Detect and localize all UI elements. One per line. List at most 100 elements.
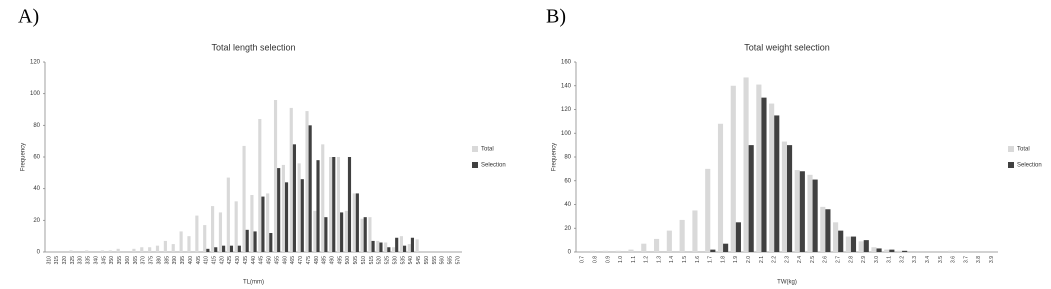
bar — [229, 245, 234, 252]
bar — [858, 241, 864, 252]
bar — [833, 222, 839, 252]
bar — [748, 145, 754, 252]
x-tick-label: 480 — [314, 256, 320, 265]
bar — [355, 193, 359, 252]
bar — [787, 145, 793, 252]
bar — [812, 179, 818, 252]
bar — [602, 250, 608, 252]
y-axis-label: Frequency — [552, 143, 558, 171]
x-tick-label: 375 — [149, 256, 155, 265]
chart-title: Total length selection — [211, 42, 295, 52]
x-tick-label: 3.3 — [912, 256, 918, 263]
y-axis-label: Frequency — [21, 143, 27, 171]
bar — [371, 240, 375, 252]
x-tick-label: 3.2 — [899, 256, 905, 263]
x-tick-label: 0.8 — [593, 256, 599, 263]
bar — [615, 250, 621, 252]
x-tick-label: 1.7 — [708, 256, 714, 263]
y-tick-label: 100 — [561, 131, 572, 137]
x-tick-label: 390 — [172, 256, 178, 265]
x-tick-label: 485 — [322, 256, 328, 265]
x-tick-label: 545 — [416, 256, 422, 265]
bar — [679, 219, 685, 252]
bar — [407, 244, 411, 252]
x-tick-label: 0.9 — [605, 256, 611, 263]
bar — [292, 144, 296, 252]
x-tick-label: 530 — [392, 256, 398, 265]
x-tick-label: 360 — [125, 256, 131, 265]
bar — [379, 242, 383, 252]
bar — [308, 125, 312, 252]
x-tick-label: 455 — [274, 256, 280, 265]
bar — [329, 157, 333, 252]
bar — [352, 193, 356, 252]
bar — [108, 250, 112, 252]
bar — [845, 236, 851, 252]
bar — [69, 250, 73, 252]
x-tick-label: 1.2 — [644, 256, 650, 263]
x-tick-label: 2.3 — [784, 256, 790, 263]
bar — [807, 174, 813, 252]
bar — [825, 209, 831, 252]
bar — [211, 206, 215, 252]
x-tick-label: 3.8 — [976, 256, 982, 263]
x-tick-label: 515 — [369, 256, 375, 265]
bar — [781, 141, 787, 252]
bar — [226, 177, 230, 252]
bar — [756, 84, 762, 252]
legend-label: Selection — [1017, 163, 1042, 169]
bar — [723, 243, 729, 252]
bar — [360, 218, 364, 252]
x-tick-label: 2.8 — [848, 256, 854, 263]
x-tick-label: 440 — [251, 256, 257, 265]
x-tick-label: 465 — [290, 256, 296, 265]
bar — [305, 111, 309, 252]
x-tick-label: 500 — [345, 256, 351, 265]
bar — [871, 247, 877, 252]
x-tick-label: 2.2 — [772, 256, 778, 263]
legend-swatch — [472, 162, 478, 168]
x-tick-label: 315 — [54, 256, 60, 265]
bar — [774, 115, 780, 252]
bar — [654, 238, 660, 252]
bar — [289, 107, 293, 253]
x-tick-label: 405 — [196, 256, 202, 265]
x-tick-label: 565 — [448, 256, 454, 265]
x-tick-label: 1.6 — [695, 256, 701, 263]
x-tick-label: 410 — [204, 256, 210, 265]
bar — [896, 250, 903, 252]
bar — [761, 97, 767, 252]
bar — [368, 217, 372, 252]
x-tick-label: 345 — [101, 256, 107, 265]
bar — [155, 245, 160, 252]
x-tick-label: 2.9 — [861, 256, 867, 263]
x-tick-label: 535 — [400, 256, 406, 265]
y-tick-label: 60 — [33, 155, 40, 161]
bar — [641, 243, 647, 252]
bar — [195, 215, 199, 252]
x-tick-label: 3.7 — [963, 256, 969, 263]
x-tick-label: 2.0 — [746, 256, 752, 263]
bar — [384, 242, 388, 252]
bar — [222, 245, 226, 252]
bar — [705, 168, 711, 252]
bar — [628, 249, 634, 252]
x-tick-label: 3.6 — [951, 256, 957, 263]
bar — [203, 225, 207, 252]
bar — [710, 249, 716, 252]
panel-label: A) — [18, 6, 39, 28]
y-tick-label: 60 — [564, 178, 571, 184]
bar — [324, 217, 328, 252]
x-tick-label: 385 — [164, 256, 170, 265]
x-tick-label: 2.1 — [759, 256, 765, 263]
x-tick-label: 2.4 — [797, 256, 803, 263]
bar — [666, 230, 672, 252]
legend-swatch — [1008, 146, 1014, 152]
x-tick-label: 400 — [188, 256, 194, 265]
x-tick-label: 420 — [219, 256, 225, 265]
bar — [336, 157, 341, 252]
bar — [717, 123, 724, 252]
x-tick-label: 335 — [86, 256, 92, 265]
x-tick-label: 1.0 — [618, 256, 624, 263]
bar — [250, 195, 254, 252]
